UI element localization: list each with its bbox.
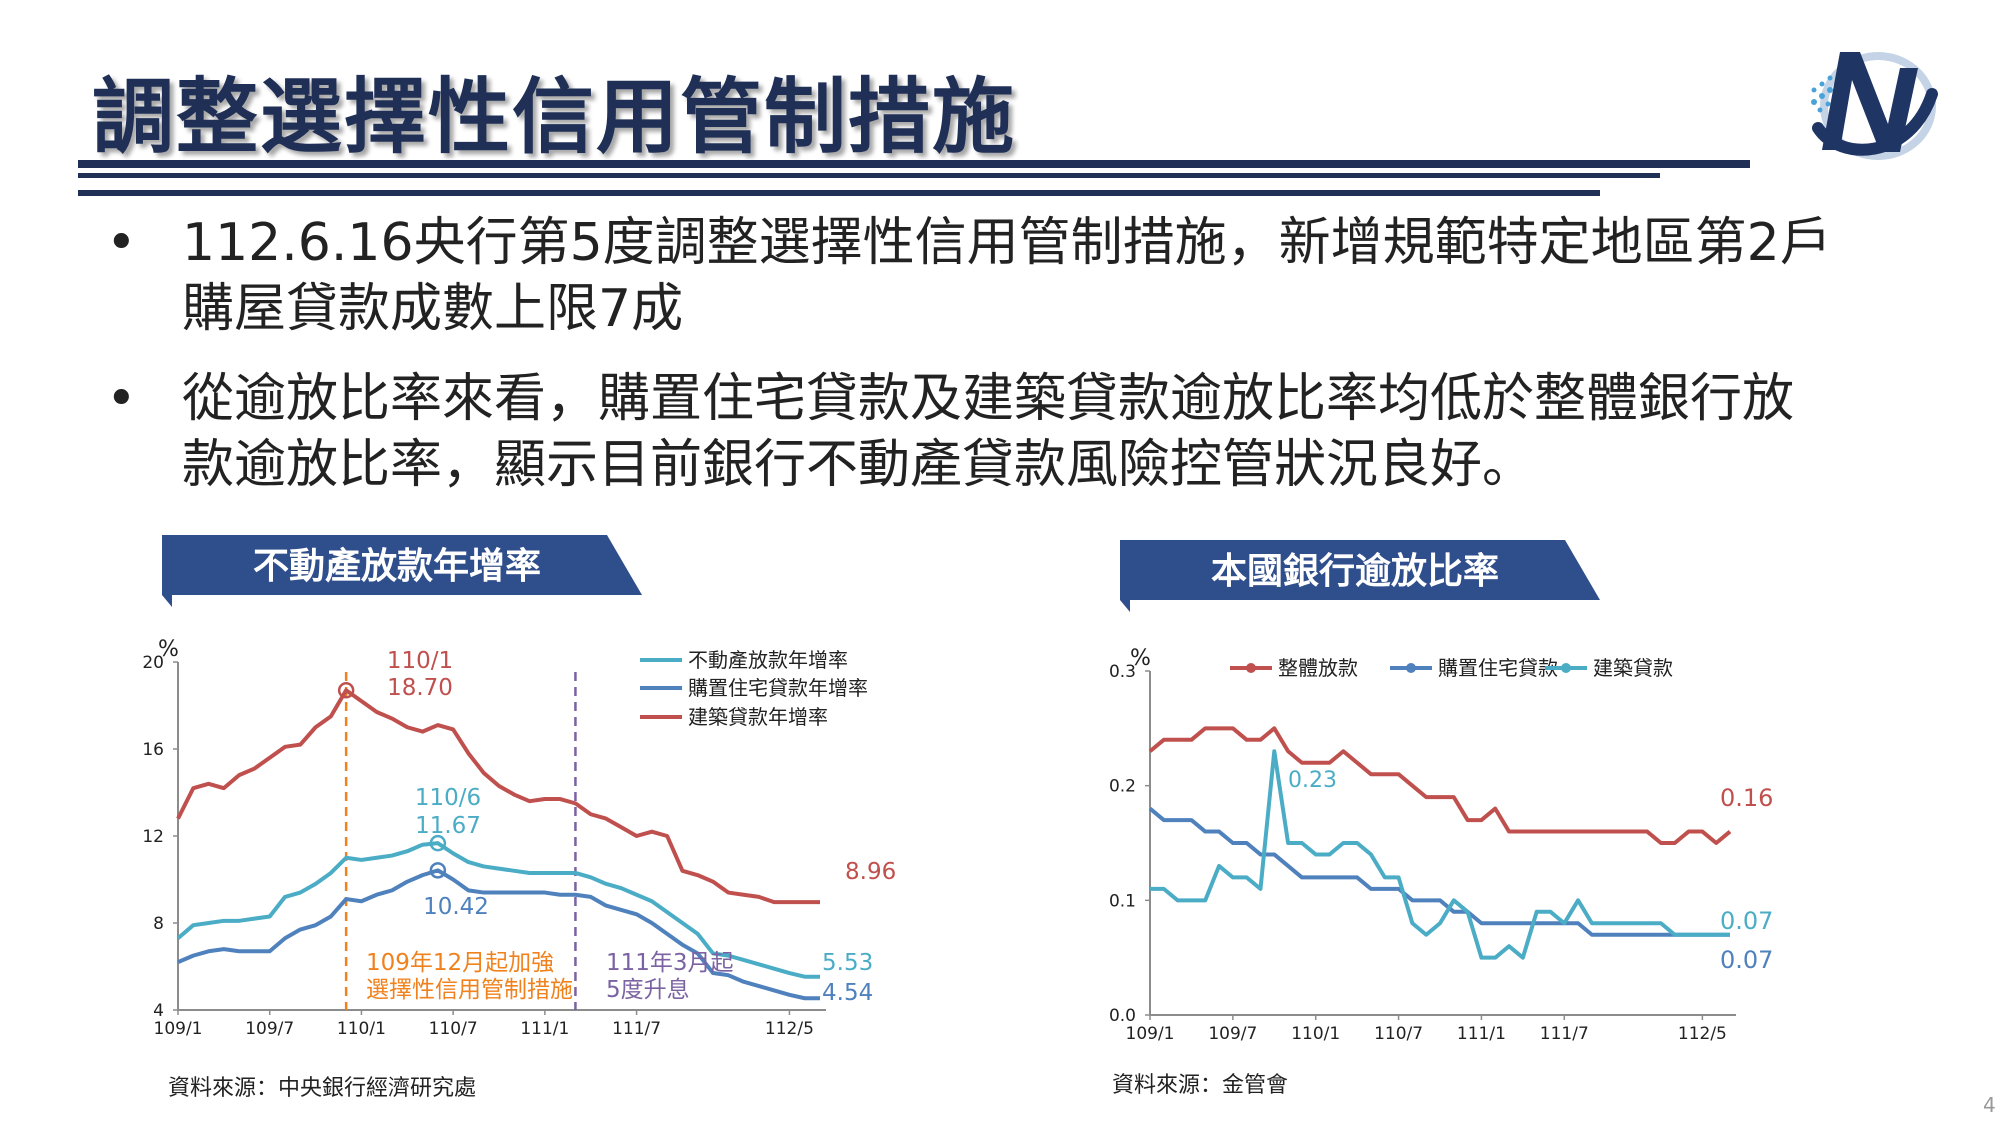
series-line <box>1150 749 1730 960</box>
x-tick-label: 109/7 <box>1208 1024 1257 1044</box>
data-annotation: 0.16 <box>1720 784 1773 812</box>
right-banner-label: 本國銀行逾放比率 <box>1210 551 1499 592</box>
y-tick-label: 0.3 <box>1109 662 1136 682</box>
data-annotation: 10.42 <box>423 894 489 920</box>
highlight-marker <box>337 682 355 699</box>
right-chart-banner: 本國銀行逾放比率 <box>1120 540 1600 612</box>
data-annotation: 111年3月起 <box>606 950 734 976</box>
y-tick-label: 0.2 <box>1109 777 1136 797</box>
data-annotation: 選擇性信用管制措施 <box>366 977 573 1003</box>
bullet-dot: • <box>106 213 137 273</box>
y-tick-label: 20 <box>142 653 164 673</box>
logo-icon <box>1811 52 1938 160</box>
title-rule-bottom <box>78 190 1600 196</box>
data-annotation: 0.07 <box>1720 907 1773 935</box>
legend-label: 建築貸款年增率 <box>688 705 828 729</box>
x-tick-label: 110/7 <box>429 1019 478 1039</box>
data-annotation: 5度升息 <box>606 977 690 1003</box>
legend-marker <box>1561 663 1571 673</box>
bullet-item: • 從逾放比率來看，購置住宅貸款及建築貸款逾放比率均低於整體銀行放 款逾放比率，… <box>100 366 1900 498</box>
legend-label: 建築貸款 <box>1593 656 1673 680</box>
left-banner-label: 不動產放款年增率 <box>252 546 541 587</box>
title-rule-top <box>78 160 1750 168</box>
data-annotation: 5.53 <box>822 950 873 976</box>
x-tick-label: 111/7 <box>1540 1024 1589 1044</box>
x-tick-label: 110/7 <box>1374 1024 1423 1044</box>
bullet-line: 112.6.16央行第5度調整選擇性信用管制措施，新增規範特定地區第2戶 <box>182 213 1832 273</box>
x-tick-label: 112/5 <box>1678 1024 1727 1044</box>
series-line <box>1148 726 1732 845</box>
title-rule-middle <box>78 173 1660 178</box>
page-title: 調整選擇性信用管制措施 <box>92 70 1017 165</box>
legend-marker <box>1406 663 1416 673</box>
x-tick-label: 109/1 <box>1126 1024 1175 1044</box>
legend-marker <box>1246 663 1256 673</box>
x-tick-label: 109/7 <box>245 1019 294 1039</box>
y-tick-label: 8 <box>153 914 164 934</box>
y-tick-label: 0.0 <box>1109 1006 1136 1026</box>
data-annotation: 18.70 <box>387 675 453 701</box>
legend-label: 不動產放款年增率 <box>688 648 848 672</box>
data-annotation: 8.96 <box>845 859 896 885</box>
legend-label: 整體放款 <box>1278 656 1358 680</box>
x-tick-label: 111/1 <box>520 1019 569 1039</box>
legend-label: 購置住宅貸款年增率 <box>688 676 868 700</box>
bullet-item: • 112.6.16央行第5度調整選擇性信用管制措施，新增規範特定地區第2戶 購… <box>100 210 1900 342</box>
left-chart-banner: 不動產放款年增率 <box>162 535 642 607</box>
data-annotation: 4.54 <box>822 980 873 1006</box>
series-line <box>177 868 820 1001</box>
loan-growth-chart: % 4 8 12 16 20 109/1 109/7 110/1 110/7 111/1 111/7 1… <box>142 637 896 1039</box>
npl-ratio-chart: % 0.0 0.1 0.2 0.3 109/1 109/7 110/1 110/7 111/1 11… <box>1109 646 1773 1044</box>
data-annotation: 110/1 <box>387 648 453 674</box>
series-line <box>1148 807 1730 937</box>
highlight-marker <box>429 834 447 852</box>
legend-label: 購置住宅貸款 <box>1438 656 1558 680</box>
x-tick-label: 111/7 <box>612 1019 661 1039</box>
unit-label: % <box>1130 646 1151 671</box>
x-tick-label: 111/1 <box>1457 1024 1506 1044</box>
bullet-line: 購屋貸款成數上限7成 <box>182 279 684 339</box>
x-tick-label: 109/1 <box>154 1019 203 1039</box>
data-annotation: 11.67 <box>415 813 481 839</box>
page-number: 4 <box>1983 1093 1996 1117</box>
data-annotation: 109年12月起加強 <box>366 950 554 976</box>
y-tick-label: 16 <box>142 740 164 760</box>
bullet-line: 從逾放比率來看，購置住宅貸款及建築貸款逾放比率均低於整體銀行放 <box>182 369 1795 429</box>
series-line <box>176 841 820 979</box>
banner-shape <box>1120 540 1600 612</box>
series-line <box>176 688 820 905</box>
x-tick-label: 110/1 <box>337 1019 386 1039</box>
bullet-line: 款逾放比率，顯示目前銀行不動產貸款風險控管狀況良好。 <box>182 435 1535 495</box>
unit-label: % <box>158 637 179 662</box>
banner-shape <box>162 535 642 607</box>
x-tick-label: 112/5 <box>765 1019 814 1039</box>
data-annotation: 110/6 <box>415 785 481 811</box>
bullet-dot: • <box>106 369 137 429</box>
x-tick-label: 110/1 <box>1291 1024 1340 1044</box>
y-tick-label: 0.1 <box>1109 891 1136 911</box>
bullet-list: • 112.6.16央行第5度調整選擇性信用管制措施，新增規範特定地區第2戶 購… <box>100 210 1900 522</box>
y-tick-label: 12 <box>142 827 164 847</box>
y-tick-label: 4 <box>153 1001 164 1021</box>
data-annotation: 0.23 <box>1288 768 1337 793</box>
data-annotation: 0.07 <box>1720 946 1773 974</box>
right-source-note: 資料來源：金管會 <box>1112 1073 1289 1098</box>
highlight-marker <box>429 862 447 879</box>
left-source-note: 資料來源：中央銀行經濟研究處 <box>168 1076 477 1101</box>
